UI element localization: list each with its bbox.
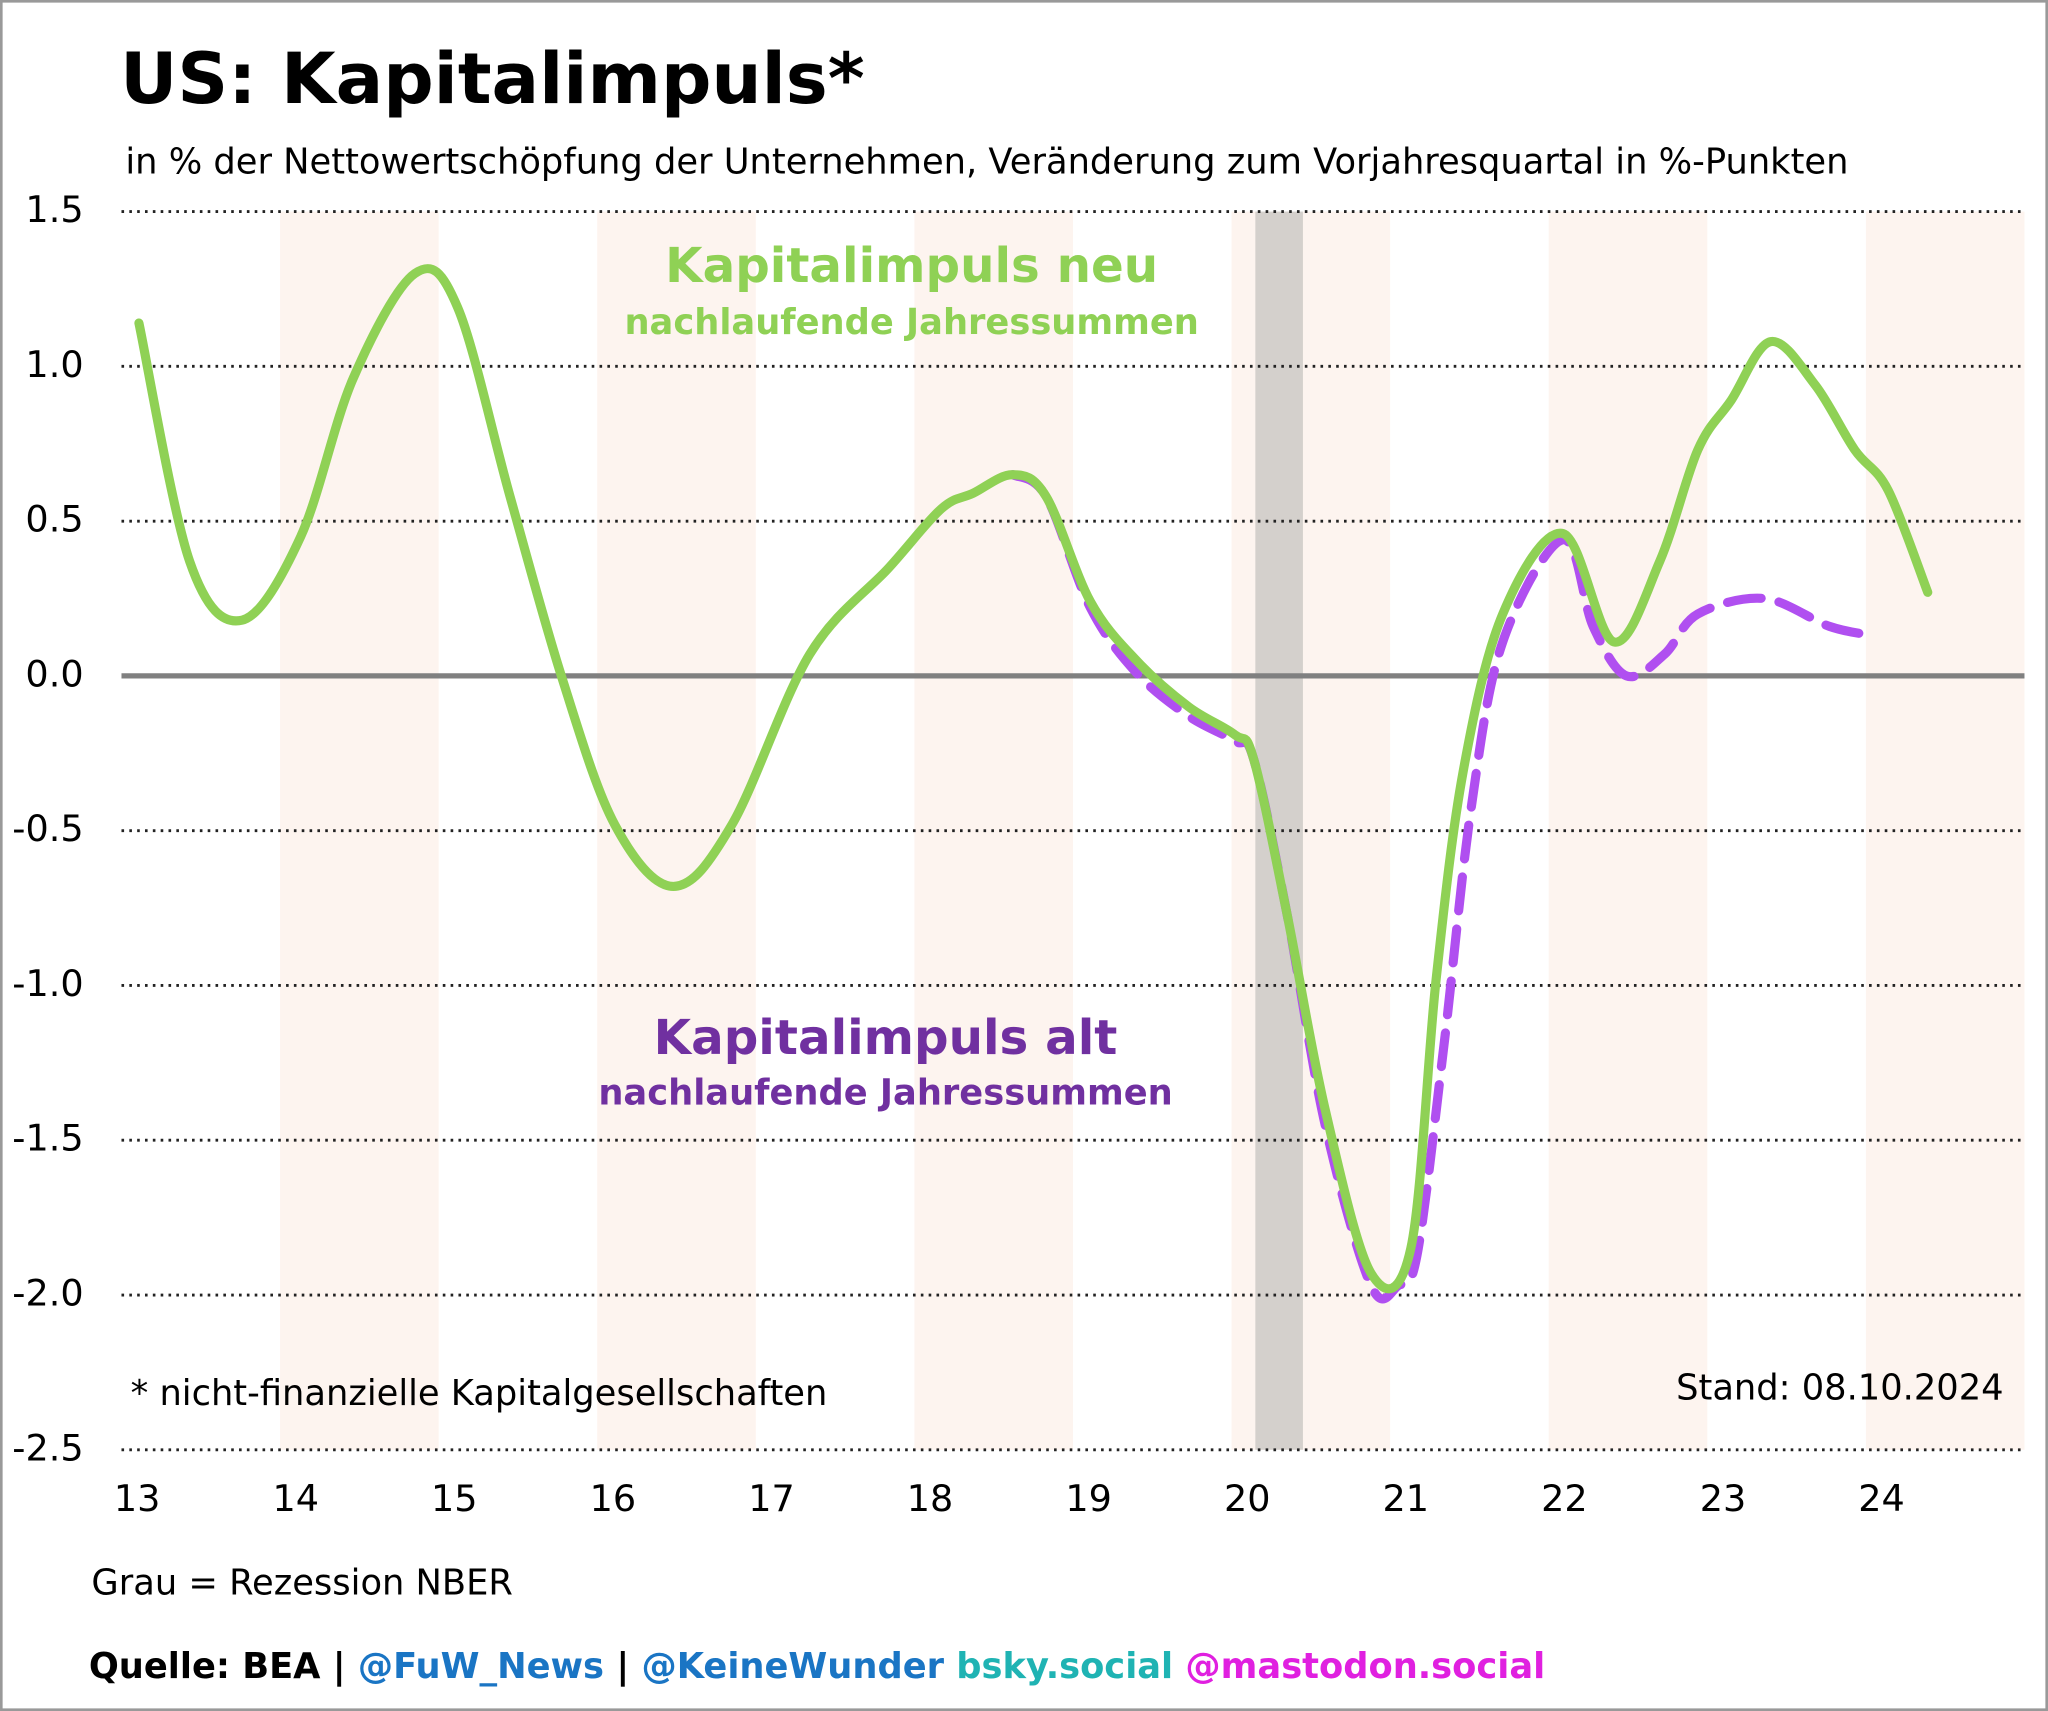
recession-note: Grau = Rezession NBER xyxy=(91,1562,512,1603)
x-tick-label: 15 xyxy=(431,1477,478,1520)
x-tick-label: 21 xyxy=(1383,1477,1430,1520)
y-tick-label: -1.5 xyxy=(12,1117,83,1160)
source: Quelle: BEA | @FuW_News | @KeineWunder b… xyxy=(89,1646,1545,1687)
annotation: Kapitalimpuls neu xyxy=(665,238,1158,294)
x-tick-label: 16 xyxy=(590,1477,637,1520)
x-tick-label: 23 xyxy=(1700,1477,1747,1520)
y-tick-label: 0.0 xyxy=(25,652,83,695)
x-tick-label: 13 xyxy=(114,1477,161,1520)
y-tick-label: -2.0 xyxy=(12,1272,83,1315)
chart-subtitle: in % der Nettowertschöpfung der Unterneh… xyxy=(125,141,1848,182)
y-tick-label: 1.0 xyxy=(25,343,83,386)
grid-layer xyxy=(121,210,2025,1452)
source-part: bsky.social xyxy=(956,1646,1173,1687)
x-tick-label: 19 xyxy=(1065,1477,1112,1520)
footnote: * nicht-finanzielle Kapitalgesellschafte… xyxy=(131,1373,828,1414)
y-tick-label: 1.5 xyxy=(25,188,83,231)
source-part: | xyxy=(616,1646,629,1687)
x-tick-label: 20 xyxy=(1224,1477,1271,1520)
source-part: @KeineWunder xyxy=(641,1646,944,1687)
x-tick-label: 17 xyxy=(748,1477,795,1520)
year-shade xyxy=(1865,211,2025,1450)
x-tick-label: 14 xyxy=(272,1477,319,1520)
source-part: @FuW_News xyxy=(358,1646,604,1687)
source-part: @mastodon.social xyxy=(1185,1646,1545,1687)
chart-title: US: Kapitalimpuls* xyxy=(120,38,864,120)
annotation: nachlaufende Jahressummen xyxy=(624,302,1198,343)
x-tick-label: 24 xyxy=(1858,1477,1905,1520)
line-layer xyxy=(134,264,1933,1304)
y-tick-label: -0.5 xyxy=(12,807,83,850)
annotation: Kapitalimpuls alt xyxy=(654,1010,1118,1066)
recession-band xyxy=(1255,211,1303,1450)
x-tick-label: 22 xyxy=(1541,1477,1588,1520)
source-part: Quelle: BEA | xyxy=(89,1646,346,1687)
annotation: nachlaufende Jahressummen xyxy=(598,1073,1172,1114)
x-tick-label: 18 xyxy=(907,1477,954,1520)
y-tick-label: -2.5 xyxy=(12,1426,83,1469)
series-line xyxy=(1008,470,1879,1304)
y-tick-label: -1.0 xyxy=(12,962,83,1005)
date-note: Stand: 08.10.2024 xyxy=(1676,1368,2003,1409)
y-tick-label: 0.5 xyxy=(25,498,83,541)
series-line xyxy=(134,264,1933,1294)
